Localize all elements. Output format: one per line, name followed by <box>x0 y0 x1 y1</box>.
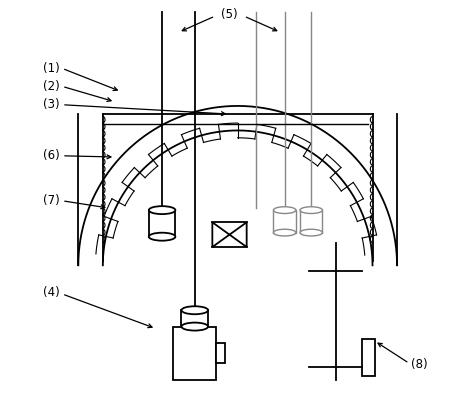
Bar <box>181 310 208 327</box>
Ellipse shape <box>274 230 296 236</box>
Text: (6): (6) <box>43 149 60 162</box>
Bar <box>174 327 216 380</box>
Bar <box>216 343 225 363</box>
Ellipse shape <box>149 207 175 215</box>
Text: (5): (5) <box>221 9 238 21</box>
Bar <box>362 339 375 376</box>
Text: (1): (1) <box>43 61 60 74</box>
Bar <box>149 211 175 237</box>
Text: (7): (7) <box>43 194 60 207</box>
Text: (4): (4) <box>43 285 60 299</box>
Text: (2): (2) <box>43 80 60 93</box>
Bar <box>300 211 323 233</box>
Ellipse shape <box>300 230 323 236</box>
Ellipse shape <box>300 207 323 214</box>
Text: (3): (3) <box>43 98 60 111</box>
Text: (8): (8) <box>411 357 428 370</box>
Ellipse shape <box>181 323 208 331</box>
Ellipse shape <box>149 233 175 241</box>
Bar <box>274 211 296 233</box>
Ellipse shape <box>181 306 208 315</box>
Ellipse shape <box>274 207 296 214</box>
